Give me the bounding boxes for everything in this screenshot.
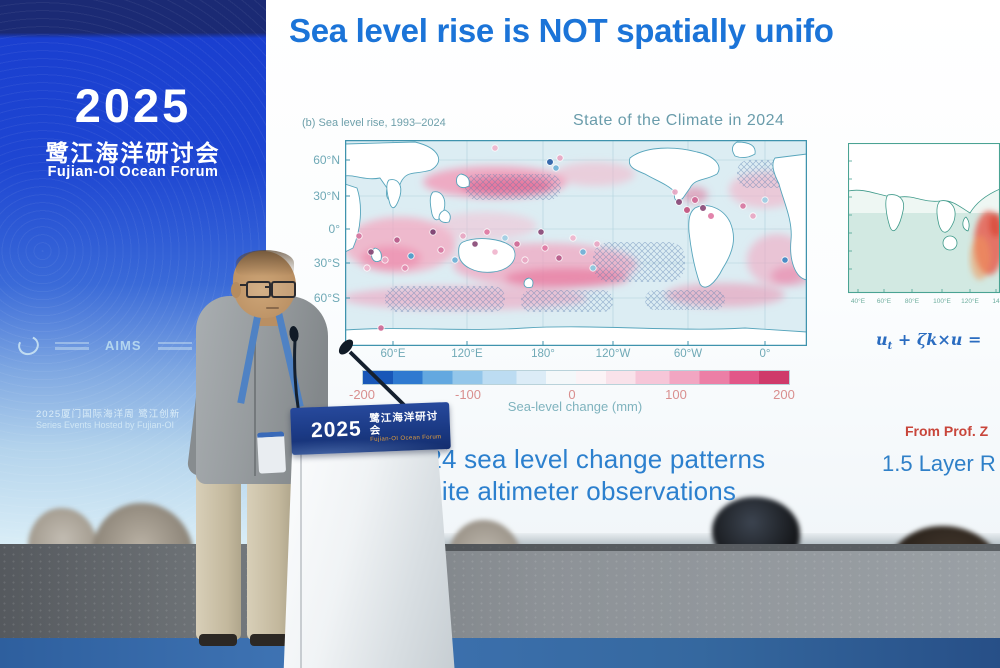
map-panel-header: State of the Climate in 2024 — [573, 112, 785, 129]
ocean-institute-logo-icon — [15, 332, 42, 359]
colorbar-tick: 0 — [568, 387, 576, 402]
colorbar-tick: 200 — [773, 387, 795, 402]
credit-text: From Prof. Z — [905, 423, 989, 439]
colorbar-tick: -100 — [454, 387, 482, 402]
shirt-placket — [254, 316, 256, 476]
stage-carpet — [0, 638, 1000, 668]
presenter-ear — [231, 282, 241, 298]
colorbar-tick: 100 — [665, 387, 687, 402]
lat-tick: 0° — [328, 222, 340, 236]
sponsor-logo-strip: AIMS — [15, 332, 248, 359]
right-map-lon-tick: 40°E — [851, 297, 866, 305]
lon-tick: 120°E — [451, 348, 483, 360]
lon-tick: 60°E — [380, 348, 406, 360]
lon-tick: 0° — [759, 348, 771, 360]
colorbar — [362, 370, 790, 385]
screen-shadow — [256, 544, 1000, 551]
regional-model-map: 40°E 60°E 80°E 100°E 120°E 14 — [848, 143, 1000, 305]
presenter-left-leg — [196, 468, 241, 640]
colorbar-label: Sea-level change (mm) — [507, 399, 643, 414]
presenter-right-leg — [247, 468, 292, 640]
right-map-lon-tick: 14 — [992, 298, 1000, 305]
banner-year: 2025 — [74, 79, 192, 132]
stage-back-wall — [0, 544, 1000, 650]
presenter-shoe — [250, 634, 288, 646]
lon-tick: 60°W — [673, 348, 703, 360]
lon-tick: 120°W — [595, 348, 631, 360]
presenter-shoe — [199, 634, 237, 646]
banner-title-cn: 鹭江海洋研讨会 — [45, 140, 221, 166]
glasses-temple — [240, 284, 248, 286]
lat-tick: 60°N — [313, 153, 340, 167]
podium-sign: 2025 鹭江海洋研讨会 Fujian-OI Ocean Forum — [290, 401, 451, 456]
lat-tick: 30°S — [313, 256, 340, 270]
glasses-right-lens — [271, 281, 296, 298]
glasses-bridge — [265, 286, 271, 288]
right-map-lon-tick: 120°E — [961, 297, 979, 305]
lat-tick: 60°S — [313, 291, 340, 305]
podium — [283, 438, 455, 668]
aims-logo: AIMS — [105, 338, 142, 353]
sea-level-map — [345, 140, 807, 346]
map-panel-label: (b) Sea level rise, 1993–2024 — [302, 117, 446, 129]
lon-tick: 180° — [531, 348, 555, 360]
banner-title-en: Fujian-OI Ocean Forum — [47, 164, 219, 180]
presenter-hair — [236, 250, 294, 276]
lat-tick: 30°N — [313, 189, 340, 203]
logo-caption-lines — [157, 341, 192, 350]
glasses-left-lens — [246, 281, 271, 298]
presenter-mouth — [266, 307, 279, 309]
logo-caption-lines — [55, 341, 89, 350]
slide-caption-line1: 2024 sea level change patterns — [398, 444, 766, 474]
event-banner — [0, 0, 266, 546]
banner-footnote-cn: 2025厦门国际海洋周 鹭江创新 — [36, 409, 181, 420]
right-map-lon-tick: 80°E — [905, 297, 920, 305]
banner-footnote-en: Series Events Hosted by Fujian-OI — [36, 420, 175, 430]
colorbar-tick: -200 — [348, 387, 376, 402]
momentum-equation: ut + ζk×u = — [876, 330, 982, 353]
model-label: 1.5 Layer R — [882, 451, 996, 476]
right-map-lon-tick: 60°E — [877, 297, 892, 305]
sign-title-cn: 鹭江海洋研讨会 — [369, 410, 439, 438]
right-map-lon-tick: 100°E — [933, 297, 951, 305]
slide-title: Sea level rise is NOT spatially unifo — [289, 12, 834, 49]
sign-year: 2025 — [310, 416, 363, 442]
